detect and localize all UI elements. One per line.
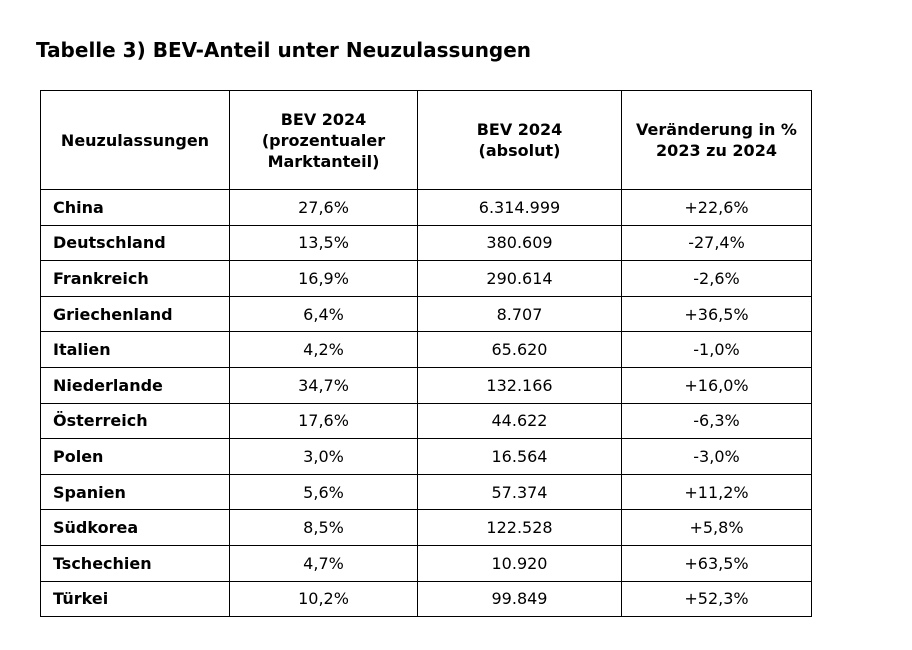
change-cell: -6,3% <box>621 402 812 440</box>
absolute-cell: 65.620 <box>417 331 622 368</box>
share-cell: 16,9% <box>229 260 418 297</box>
country-cell: China <box>40 189 230 226</box>
country-cell: Niederlande <box>40 366 230 404</box>
absolute-cell: 44.622 <box>417 402 622 440</box>
change-cell: -1,0% <box>621 331 812 368</box>
country-cell: Griechenland <box>40 295 230 333</box>
country-cell: Frankreich <box>40 260 230 297</box>
absolute-cell: 10.920 <box>417 544 622 582</box>
absolute-cell: 122.528 <box>417 509 622 546</box>
share-cell: 4,7% <box>229 544 418 582</box>
absolute-cell: 380.609 <box>417 224 622 262</box>
absolute-cell: 16.564 <box>417 438 622 475</box>
change-cell: +36,5% <box>621 295 812 333</box>
bev-share-table: Neuzulassungen BEV 2024 (prozentualer Ma… <box>40 90 812 618</box>
share-cell: 10,2% <box>229 580 418 618</box>
header-change-line2: 2023 zu 2024 <box>656 141 777 160</box>
absolute-cell: 99.849 <box>417 580 622 618</box>
table-row: Polen 3,0% 16.564 -3,0% <box>40 438 812 475</box>
header-absolute-line2: (absolut) <box>478 141 561 160</box>
share-cell: 27,6% <box>229 189 418 226</box>
table-row: China 27,6% 6.314.999 +22,6% <box>40 189 812 226</box>
country-cell: Türkei <box>40 580 230 618</box>
country-cell: Tschechien <box>40 544 230 582</box>
header-change-line1: Veränderung in % <box>636 120 797 139</box>
header-country-label: Neuzulassungen <box>60 130 210 150</box>
change-cell: +5,8% <box>621 509 812 546</box>
table-title: Tabelle 3) BEV-Anteil unter Neuzulassung… <box>36 38 532 62</box>
table-row: Tschechien 4,7% 10.920 +63,5% <box>40 544 812 582</box>
country-cell: Italien <box>40 331 230 368</box>
country-cell: Österreich <box>40 402 230 440</box>
share-cell: 4,2% <box>229 331 418 368</box>
country-cell: Deutschland <box>40 224 230 262</box>
header-row: Neuzulassungen BEV 2024 (prozentualer Ma… <box>40 90 812 190</box>
change-cell: +16,0% <box>621 366 812 404</box>
absolute-cell: 57.374 <box>417 473 622 511</box>
share-cell: 3,0% <box>229 438 418 475</box>
table-row: Italien 4,2% 65.620 -1,0% <box>40 331 812 368</box>
header-country: Neuzulassungen <box>40 90 230 190</box>
table-row: Deutschland 13,5% 380.609 -27,4% <box>40 224 812 262</box>
share-cell: 13,5% <box>229 224 418 262</box>
header-absolute: BEV 2024 (absolut) <box>417 90 622 190</box>
change-cell: +52,3% <box>621 580 812 618</box>
change-cell: +22,6% <box>621 189 812 226</box>
table-row: Griechenland 6,4% 8.707 +36,5% <box>40 295 812 333</box>
share-cell: 17,6% <box>229 402 418 440</box>
header-share-line1: BEV 2024 <box>280 109 367 129</box>
absolute-cell: 132.166 <box>417 366 622 404</box>
header-change: Veränderung in % 2023 zu 2024 <box>621 90 812 190</box>
change-cell: +11,2% <box>621 473 812 511</box>
header-share-line3: Marktanteil) <box>267 151 380 171</box>
table-row: Türkei 10,2% 99.849 +52,3% <box>40 580 812 618</box>
table-row: Frankreich 16,9% 290.614 -2,6% <box>40 260 812 297</box>
header-share: BEV 2024 (prozentualer Marktanteil) <box>229 90 418 190</box>
header-share-line2: (prozentualer <box>261 130 386 150</box>
change-cell: -3,0% <box>621 438 812 475</box>
table-row: Österreich 17,6% 44.622 -6,3% <box>40 402 812 440</box>
share-cell: 34,7% <box>229 366 418 404</box>
share-cell: 8,5% <box>229 509 418 546</box>
table-row: Spanien 5,6% 57.374 +11,2% <box>40 473 812 511</box>
change-cell: -2,6% <box>621 260 812 297</box>
share-cell: 5,6% <box>229 473 418 511</box>
absolute-cell: 8.707 <box>417 295 622 333</box>
share-cell: 6,4% <box>229 295 418 333</box>
table-row: Südkorea 8,5% 122.528 +5,8% <box>40 509 812 546</box>
absolute-cell: 290.614 <box>417 260 622 297</box>
country-cell: Polen <box>40 438 230 475</box>
header-absolute-line1: BEV 2024 <box>476 120 563 139</box>
country-cell: Südkorea <box>40 509 230 546</box>
change-cell: +63,5% <box>621 544 812 582</box>
table-row: Niederlande 34,7% 132.166 +16,0% <box>40 366 812 404</box>
country-cell: Spanien <box>40 473 230 511</box>
change-cell: -27,4% <box>621 224 812 262</box>
absolute-cell: 6.314.999 <box>417 189 622 226</box>
